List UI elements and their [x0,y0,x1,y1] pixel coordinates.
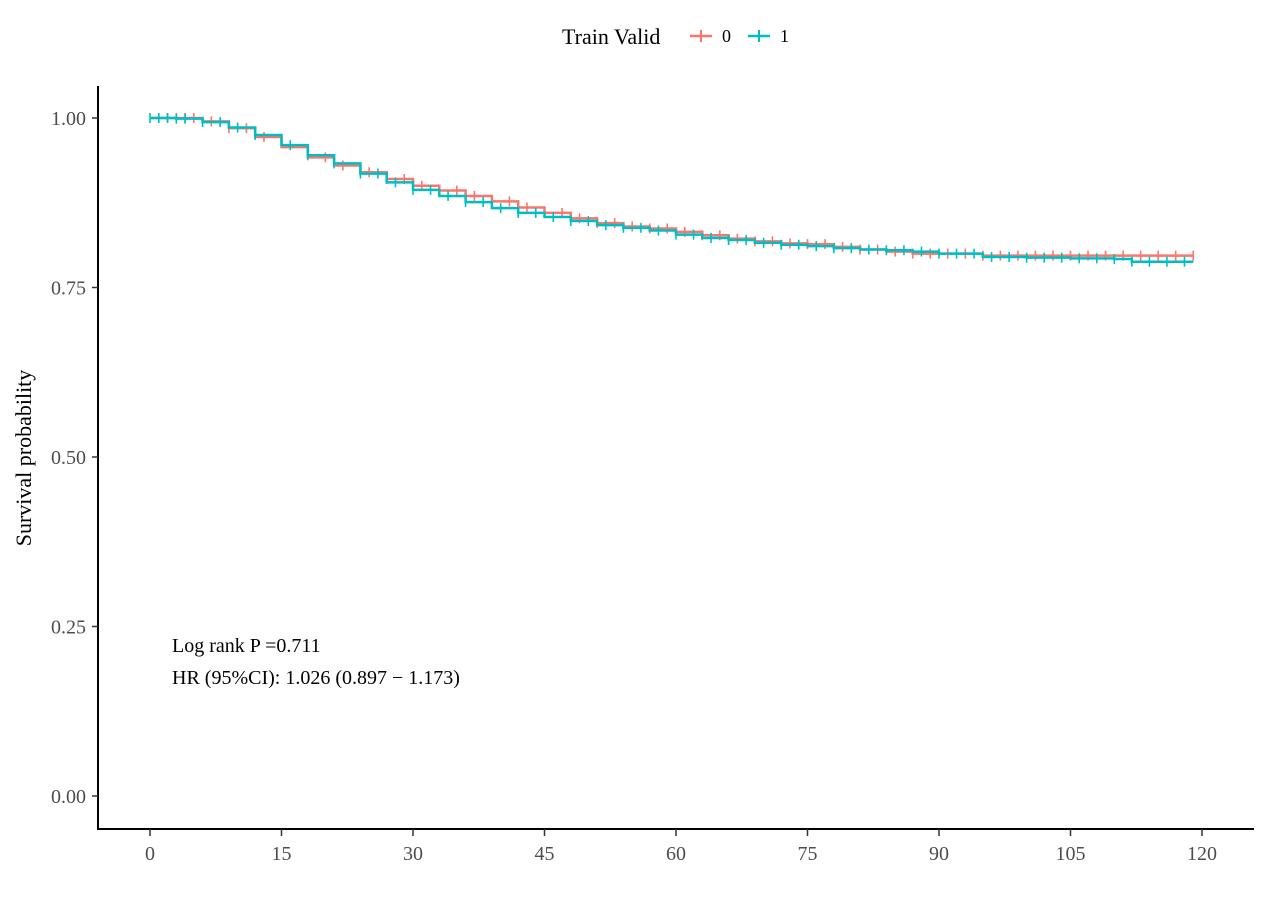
x-ticks: 0 15 30 45 60 75 90 105 120 [145,829,1217,865]
x-tick-label: 0 [145,843,155,865]
annotation-logrank: Log rank P =0.711 [172,635,321,657]
legend-label-1: 1 [780,26,789,46]
legend-label-0: 0 [722,26,731,46]
x-tick-label: 105 [1056,843,1086,865]
x-tick-label: 75 [798,843,818,865]
x-tick-label: 30 [403,843,423,865]
y-tick-label: 1.00 [51,108,86,130]
y-tick-label: 0.50 [51,447,86,469]
x-tick-label: 90 [929,843,949,865]
series-layer [149,113,1195,267]
y-ticks: 0.00 0.25 0.50 0.75 1.00 [51,108,98,808]
y-tick-label: 0.25 [51,617,86,639]
legend-item-1: 1 [748,26,789,46]
survival-curve-0 [150,116,1194,257]
annotation-hr: HR (95%CI): 1.026 (0.897 − 1.173) [172,667,460,689]
x-tick-label: 60 [666,843,686,865]
legend: Train Valid 0 1 [562,24,789,49]
legend-title: Train Valid [562,24,660,49]
series-0 [150,113,1195,261]
y-tick-label: 0.00 [51,786,86,808]
x-tick-label: 120 [1187,843,1217,865]
y-tick-label: 0.75 [51,278,86,300]
x-tick-label: 45 [535,843,555,865]
y-axis-title: Survival probability [11,370,36,547]
survival-curve-1 [150,116,1194,263]
x-tick-label: 15 [272,843,292,865]
legend-item-0: 0 [690,26,731,46]
series-1 [149,113,1194,267]
